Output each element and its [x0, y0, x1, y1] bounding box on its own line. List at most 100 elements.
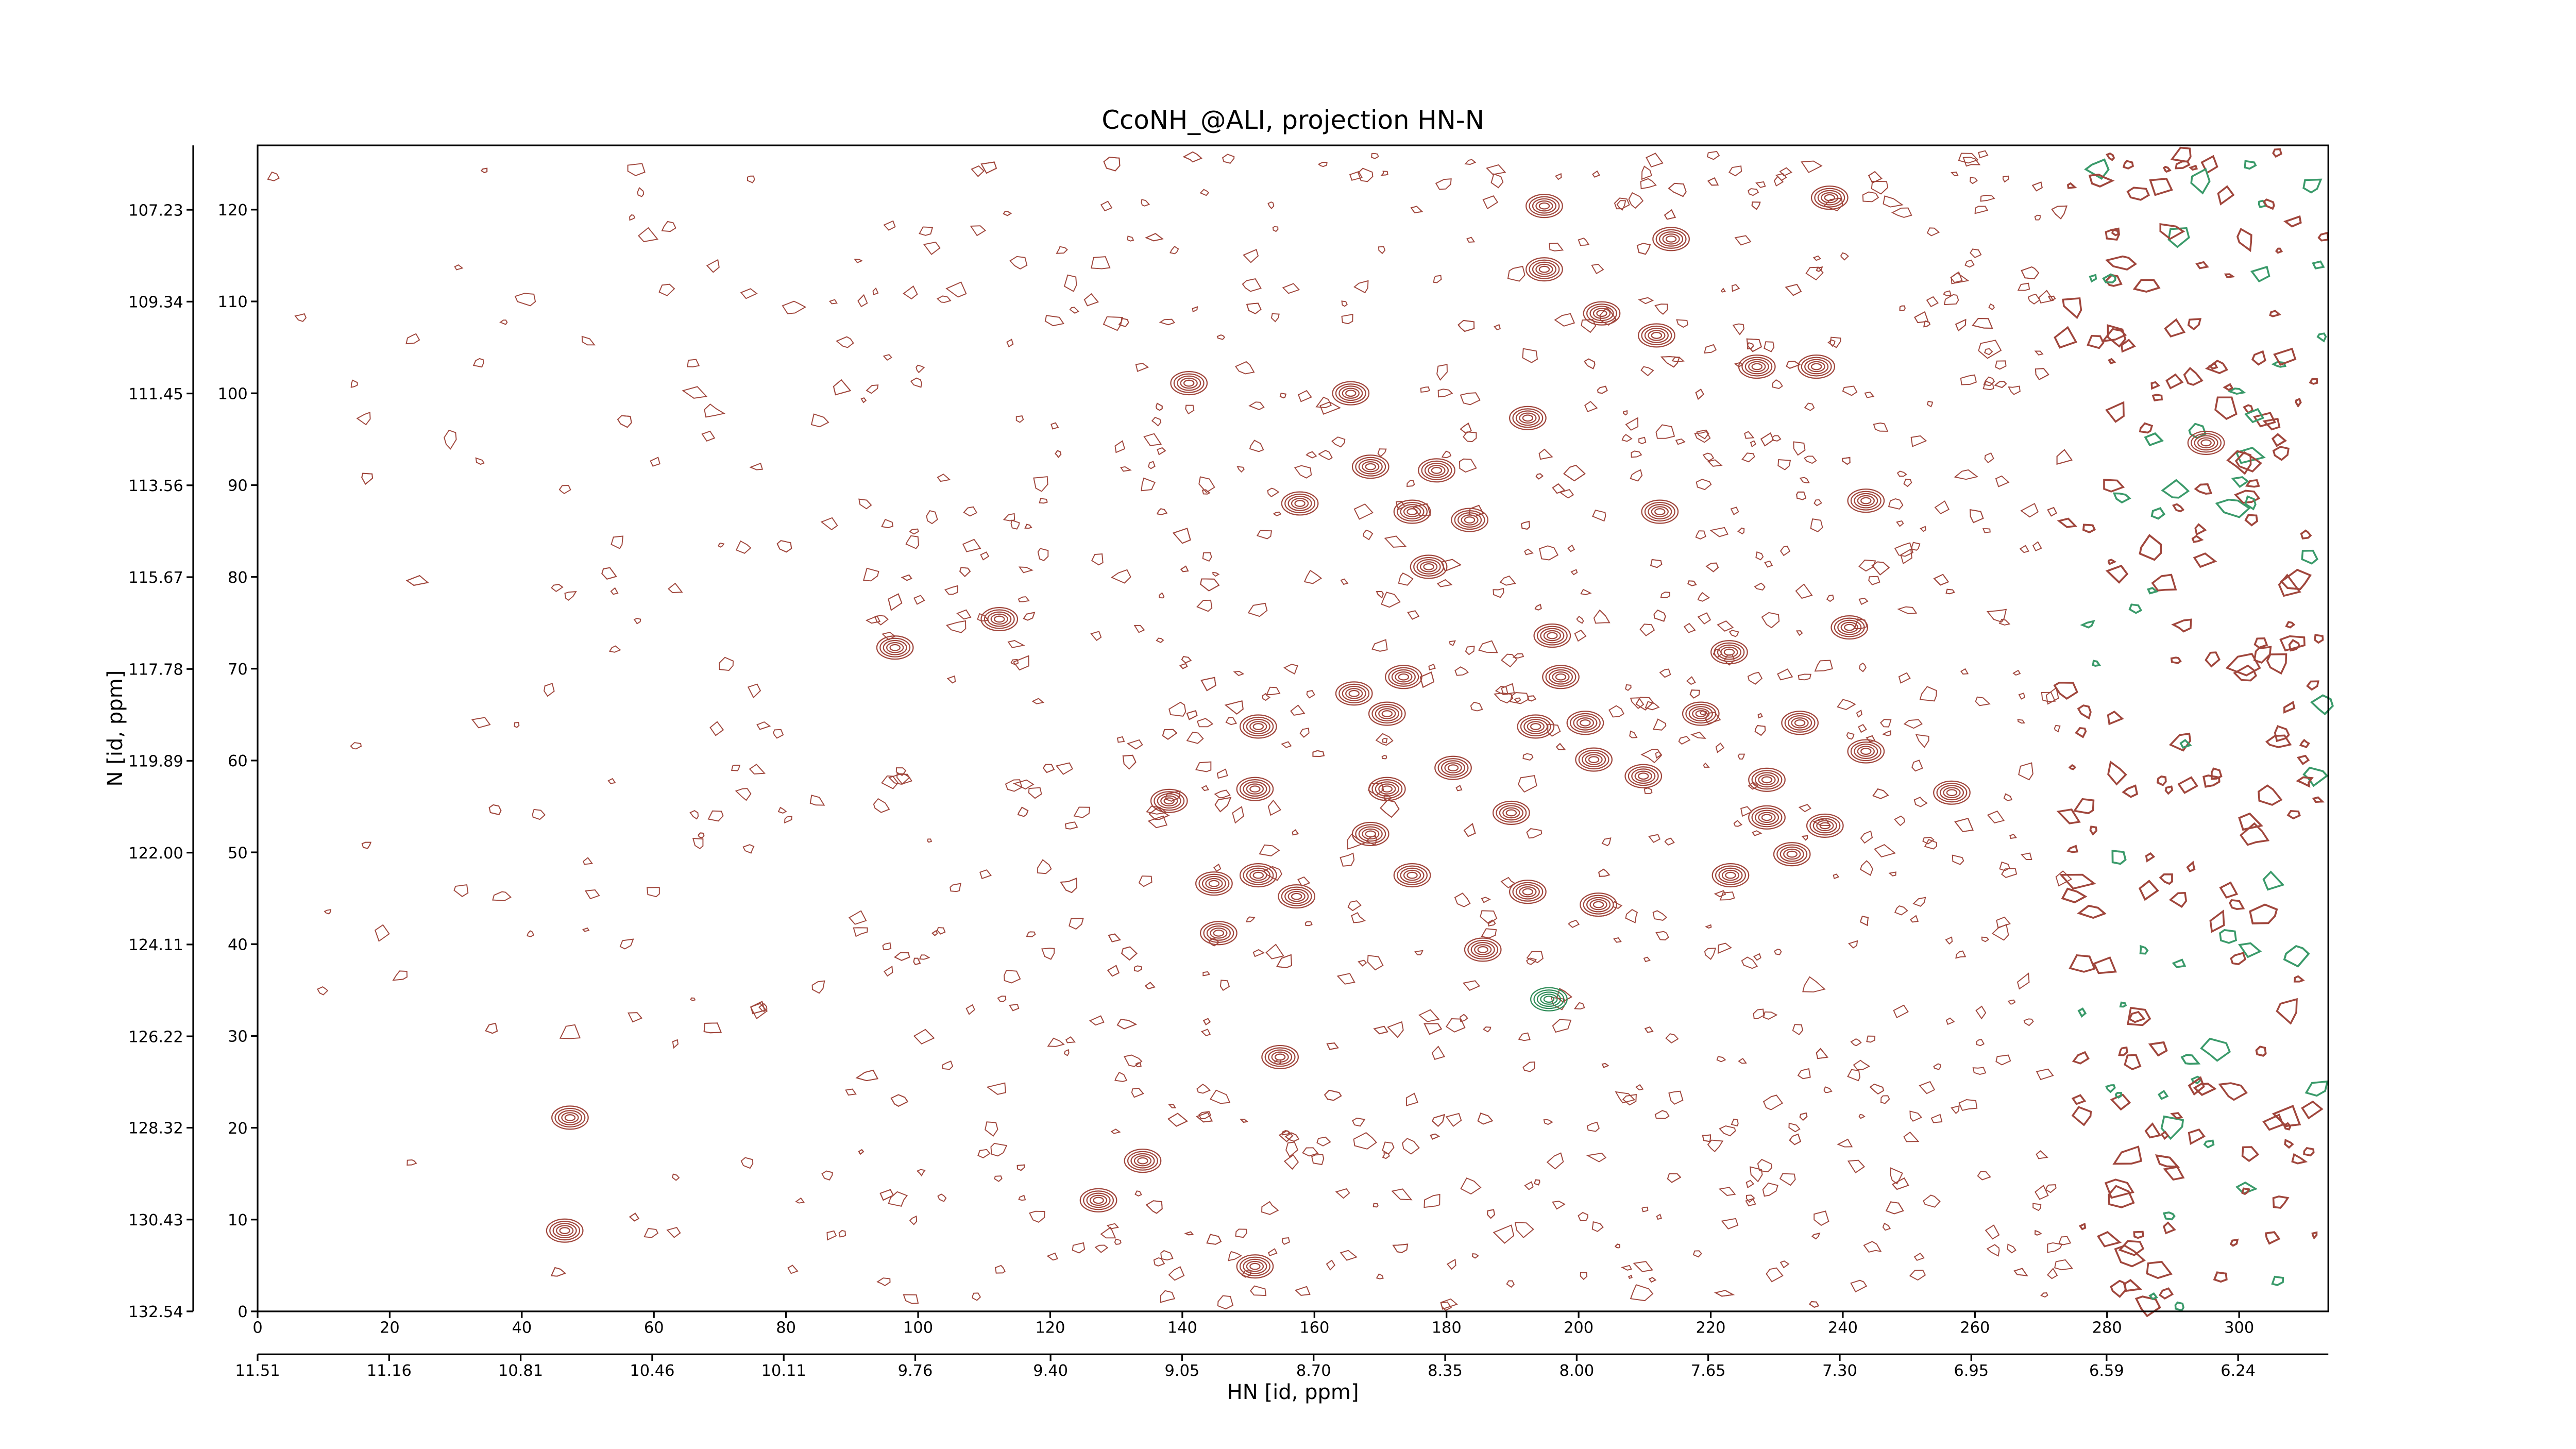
contour-ring — [1454, 510, 1485, 530]
noise-contour — [2301, 549, 2318, 565]
noise-contour — [1734, 362, 1743, 368]
noise-contour — [1952, 854, 1964, 865]
noise-contour — [2299, 738, 2310, 748]
noise-contour — [1894, 905, 1908, 916]
noise-contour — [1752, 830, 1762, 836]
noise-contour — [1909, 1110, 1923, 1122]
contour-ring — [1210, 928, 1228, 939]
noise-contour — [1762, 1094, 1784, 1110]
contour-ring — [1810, 186, 1849, 210]
noise-contour — [2193, 552, 2217, 568]
noise-contour — [1578, 238, 1590, 246]
noise-contour — [1848, 940, 1858, 949]
noise-contour — [356, 412, 371, 426]
noise-contour — [1500, 877, 1516, 889]
contour-ring — [1783, 848, 1801, 860]
noise-contour — [2195, 261, 2209, 269]
peak — [1738, 354, 1776, 379]
noise-contour — [1018, 566, 1034, 574]
x-tick-label: 120 — [1035, 1319, 1065, 1337]
noise-contour — [1179, 663, 1188, 669]
contour-ring — [1850, 491, 1882, 511]
contour-ring — [1200, 921, 1238, 946]
noise-contour — [1552, 483, 1566, 494]
contour-ring — [1585, 754, 1603, 765]
noise-contour — [1225, 717, 1238, 726]
peak — [1393, 499, 1431, 524]
noise-contour — [1955, 318, 1967, 332]
noise-contour — [2304, 1080, 2329, 1097]
noise-contour — [2171, 618, 2192, 633]
noise-contour — [1890, 1167, 1903, 1185]
contour-ring — [1695, 710, 1707, 717]
noise-contour — [1135, 1062, 1142, 1068]
noise-contour — [2170, 146, 2192, 163]
contour-ring — [2197, 437, 2215, 449]
noise-contour — [1468, 504, 1484, 517]
noise-contour — [1983, 376, 1995, 386]
noise-contour — [1814, 1210, 1829, 1226]
noise-contour — [1471, 1253, 1479, 1259]
y2-tick-label: 117.78 — [128, 661, 183, 679]
noise-contour — [1744, 431, 1755, 439]
noise-contour — [1732, 323, 1744, 335]
x-tick-label: 60 — [644, 1319, 664, 1337]
noise-contour — [1653, 609, 1666, 622]
noise-contour — [701, 430, 716, 442]
peak — [1368, 701, 1406, 726]
noise-contour — [1882, 1222, 1891, 1231]
noise-contour — [965, 1004, 975, 1015]
contour-ring — [1421, 460, 1452, 480]
noise-contour — [1100, 1226, 1116, 1239]
contour-ring — [1371, 703, 1403, 724]
noise-contour — [1668, 182, 1687, 197]
noise-contour — [1894, 542, 1913, 557]
contour-ring — [1335, 681, 1373, 706]
noise-contour — [1628, 1274, 1633, 1279]
noise-contour — [1493, 1224, 1515, 1244]
noise-contour — [1384, 535, 1407, 548]
noise-contour — [895, 767, 907, 777]
noise-contour — [2269, 310, 2282, 317]
noise-contour — [1622, 410, 1628, 416]
noise-contour — [1798, 804, 1811, 813]
noise-contour — [1702, 452, 1715, 462]
noise-contour — [2126, 187, 2150, 201]
noise-contour — [1445, 1113, 1462, 1127]
noise-contour — [1418, 1009, 1440, 1022]
noise-contour — [2161, 479, 2190, 499]
noise-contour — [1591, 263, 1604, 275]
noise-contour — [1764, 341, 1775, 352]
noise-contour — [1719, 891, 1735, 901]
noise-contour — [1482, 1026, 1492, 1033]
noise-contour — [1250, 1285, 1267, 1296]
noise-contour — [2034, 214, 2041, 221]
contour-ring — [1397, 501, 1428, 522]
contour-ring — [1243, 716, 1274, 737]
noise-contour — [1487, 1209, 1496, 1219]
noise-contour — [2069, 954, 2096, 973]
peak — [1583, 301, 1621, 326]
noise-contour — [1016, 1164, 1025, 1171]
contour-ring — [1246, 1260, 1264, 1272]
noise-contour — [2077, 904, 2107, 919]
noise-contour — [1573, 1002, 1585, 1010]
noise-contour — [1012, 779, 1035, 790]
contour-ring — [1287, 496, 1312, 511]
contour-ring — [1492, 800, 1530, 825]
noise-contour — [1893, 1004, 1909, 1019]
noise-contour — [1909, 915, 1919, 923]
noise-contour — [1638, 436, 1647, 445]
contour-ring — [2187, 430, 2225, 455]
noise-contour — [2139, 945, 2149, 955]
noise-contour — [1162, 729, 1178, 740]
contour-ring — [1470, 942, 1495, 957]
noise-contour — [1199, 189, 1210, 196]
contour-ring — [1648, 330, 1666, 341]
noise-contour — [1982, 528, 1991, 533]
peak — [876, 635, 914, 660]
contour-ring — [1644, 501, 1675, 522]
noise-contour — [1913, 1252, 1925, 1261]
noise-contour — [782, 300, 807, 314]
noise-contour — [1326, 1259, 1335, 1271]
